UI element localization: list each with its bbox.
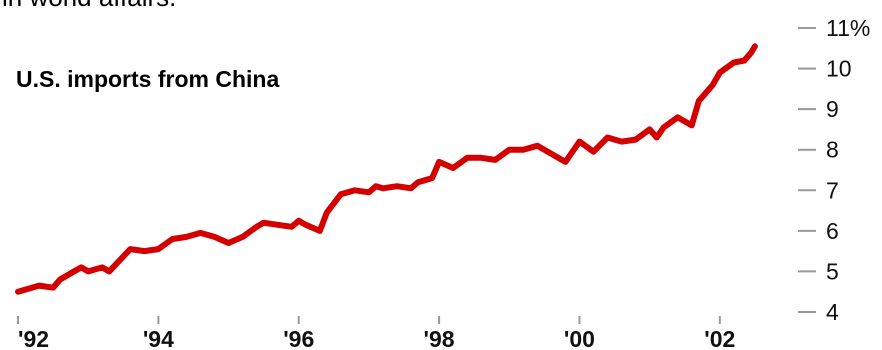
- y-tick-label: 4: [826, 299, 839, 325]
- y-tick-label: 10: [826, 56, 852, 82]
- header-caption: in world affairs.: [2, 0, 176, 12]
- x-tick-label: '00: [564, 326, 595, 350]
- y-axis: 4 5 6 7 8 9 10 11%: [798, 15, 870, 325]
- y-tick-label: 7: [826, 177, 839, 203]
- y-tick-label: 5: [826, 258, 839, 284]
- x-tick-label: '02: [704, 326, 735, 350]
- series-line-imports-share: [15, 43, 758, 295]
- y-tick-label: 6: [826, 218, 839, 244]
- x-tick-label: '94: [143, 326, 174, 350]
- x-tick-label: '96: [283, 326, 314, 350]
- x-axis: '92 '94 '96 '98 '00 '02: [17, 316, 735, 350]
- series-layer: [15, 43, 758, 295]
- y-tick-label: 11%: [826, 15, 870, 41]
- x-tick-label: '92: [18, 326, 49, 350]
- chart-title: U.S. imports from China: [16, 66, 279, 92]
- y-tick-label: 9: [826, 96, 839, 122]
- x-tick-label: '98: [424, 326, 455, 350]
- y-tick-label: 8: [826, 137, 839, 163]
